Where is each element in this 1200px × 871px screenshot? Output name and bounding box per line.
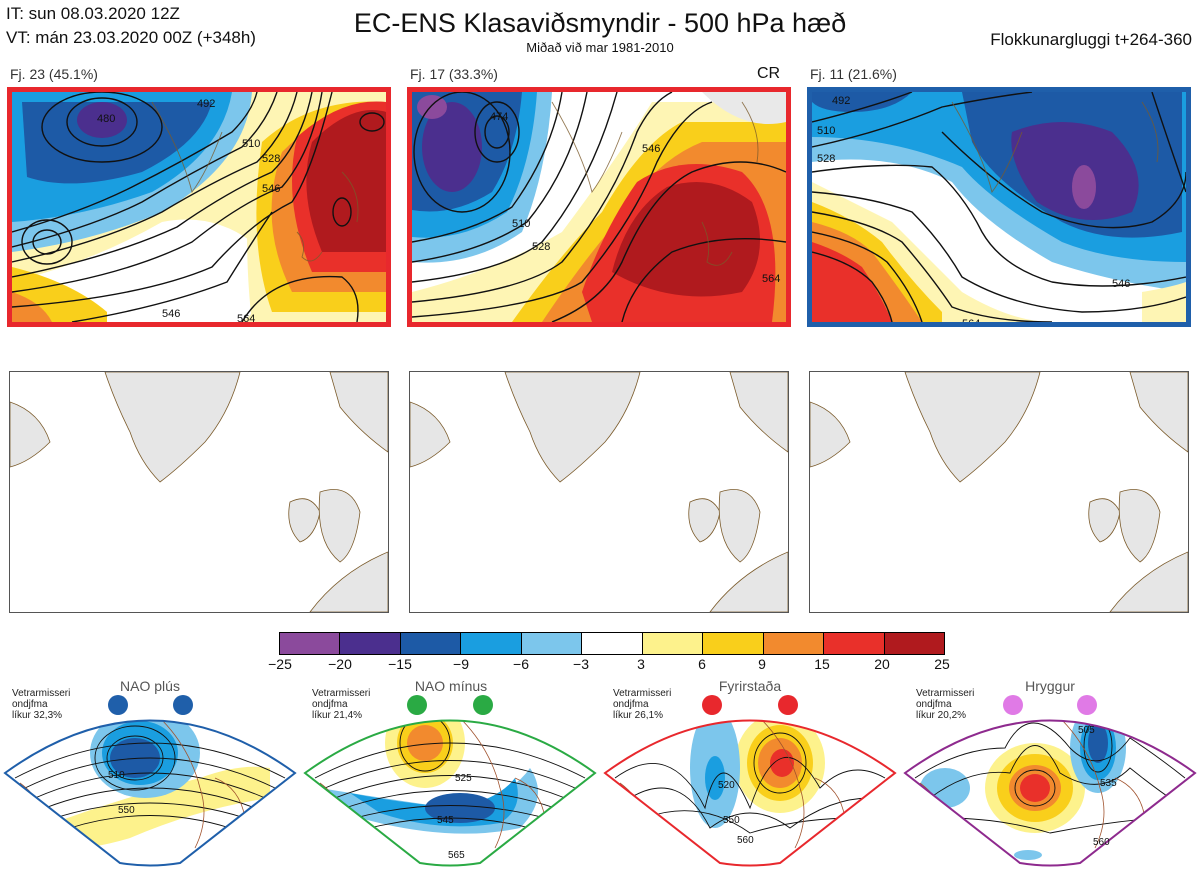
classification-window: Flokkunargluggi t+264-360: [990, 30, 1192, 49]
contour-label: 528: [262, 153, 280, 165]
colorbar-tick: 20: [874, 656, 890, 672]
cluster-3-label: Fj. 11 (21.6%): [810, 66, 897, 82]
initial-time: IT: sun 08.03.2020 12Z: [6, 4, 180, 23]
regime-nao-plus-map: 510 550: [3, 695, 297, 867]
regime-ridge-title: Hryggur: [1025, 678, 1075, 694]
contour-label: 564: [762, 273, 780, 285]
colorbar-tick: −15: [388, 656, 412, 672]
regime-nao-minus-title: NAO mínus: [414, 678, 488, 694]
contour-label: 535: [1100, 778, 1117, 789]
contour-label: 545: [437, 815, 454, 826]
cluster-1-label: Fj. 23 (45.1%): [10, 66, 98, 82]
regime-ridge-map: 505 535 560: [903, 695, 1197, 867]
regime-nao-minus-map: 525 545 565: [303, 695, 597, 867]
contour-label: 510: [512, 218, 530, 230]
contour-label: 510: [242, 138, 260, 150]
colorbar-tick: −20: [328, 656, 352, 672]
colorbar-tick: 6: [698, 656, 706, 672]
contour-label: 565: [448, 850, 465, 861]
colorbar-swatch: [703, 633, 764, 654]
colorbar-tick: −3: [573, 656, 589, 672]
empty-map-3: [809, 371, 1189, 613]
page-title: EC-ENS Klasaviðsmyndir - 500 hPa hæð: [353, 8, 847, 38]
colorbar-swatch: [582, 633, 643, 654]
cluster-3-map: 492 510 528 546 564: [807, 87, 1191, 327]
contour-label: 546: [262, 183, 280, 195]
regime-blocking-note: Vetrarmisseri ondjfma líkur 26,1%: [613, 688, 672, 721]
anomaly-colorbar: [279, 632, 945, 655]
contour-label: 528: [532, 241, 550, 253]
valid-time: VT: mán 23.03.2020 00Z (+348h): [6, 28, 256, 47]
contour-label: 546: [1112, 278, 1130, 290]
contour-label: 564: [237, 313, 255, 322]
colorbar-swatch: [521, 633, 583, 654]
contour-label: 550: [118, 805, 135, 816]
colorbar-swatch: [763, 633, 825, 654]
regime-nao-plus-note: Vetrarmisseri ondjfma líkur 32,3%: [12, 688, 71, 721]
cluster-2-tag: CR: [757, 65, 781, 82]
colorbar-tick: −9: [453, 656, 469, 672]
regime-nao-plus-title: NAO plús: [120, 678, 180, 694]
contour-label: 546: [642, 143, 660, 155]
contour-label: 520: [718, 780, 735, 791]
colorbar-swatch: [884, 633, 944, 654]
contour-label: 492: [832, 95, 850, 107]
colorbar-tick: −6: [513, 656, 529, 672]
contour-label: 560: [737, 835, 754, 846]
colorbar-swatch: [340, 633, 401, 654]
contour-label: 525: [455, 773, 472, 784]
regime-ridge-note: Vetrarmisseri ondjfma líkur 20,2%: [916, 688, 975, 721]
colorbar-swatch: [642, 633, 704, 654]
empty-map-1: [9, 371, 389, 613]
contour-label: 564: [962, 318, 980, 322]
contour-label: 474: [490, 111, 508, 123]
cluster-1-map: 480 492 510 528 546 564 546: [7, 87, 391, 327]
colorbar-swatch: [400, 633, 462, 654]
colorbar-swatch: [280, 633, 341, 654]
contour-label: 560: [1093, 837, 1110, 848]
contour-label: 546: [162, 308, 180, 320]
cluster-2-map: 474 510 528 546 564: [407, 87, 791, 327]
contour-label: 528: [817, 153, 835, 165]
colorbar-swatch: [461, 633, 522, 654]
empty-map-2: [409, 371, 789, 613]
colorbar-tick: 15: [814, 656, 830, 672]
contour-label: 510: [108, 770, 125, 781]
contour-label: 510: [817, 125, 835, 137]
regime-blocking-title: Fyrirstaða: [718, 678, 782, 694]
contour-label: 480: [97, 113, 115, 125]
colorbar-swatch: [824, 633, 885, 654]
contour-label: 505: [1078, 725, 1095, 736]
cluster-2-label: Fj. 17 (33.3%): [410, 66, 498, 82]
colorbar-tick: 3: [637, 656, 645, 672]
regime-blocking-map: 520 550 560: [603, 695, 897, 867]
colorbar-tick: 25: [934, 656, 950, 672]
climatology-subtitle: Miðað við mar 1981-2010: [526, 40, 674, 55]
regime-nao-minus-note: Vetrarmisseri ondjfma líkur 21,4%: [312, 688, 371, 721]
contour-label: 550: [723, 815, 740, 826]
contour-label: 492: [197, 98, 215, 110]
colorbar-tick: 9: [758, 656, 766, 672]
colorbar-tick: −25: [268, 656, 292, 672]
